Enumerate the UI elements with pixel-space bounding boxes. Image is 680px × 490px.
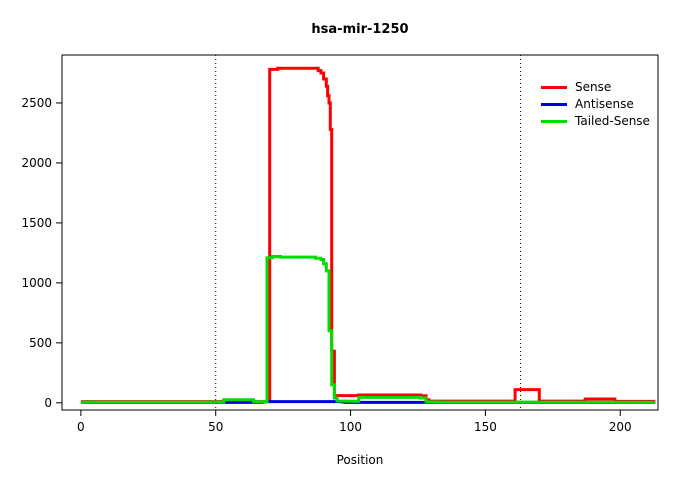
legend-line-tailed-sense (541, 120, 567, 123)
x-axis-label: Position (337, 453, 384, 467)
legend-line-antisense (541, 103, 567, 106)
svg-text:0: 0 (77, 420, 85, 434)
legend-item-sense: Sense (541, 79, 650, 96)
svg-text:200: 200 (609, 420, 632, 434)
svg-text:100: 100 (339, 420, 362, 434)
legend-label-tailed-sense: Tailed-Sense (575, 114, 650, 128)
svg-text:1000: 1000 (21, 276, 52, 290)
svg-text:2000: 2000 (21, 156, 52, 170)
svg-text:150: 150 (474, 420, 497, 434)
svg-text:50: 50 (208, 420, 223, 434)
legend-item-tailed-sense: Tailed-Sense (541, 113, 650, 130)
legend-item-antisense: Antisense (541, 96, 650, 113)
legend: Sense Antisense Tailed-Sense (541, 79, 650, 130)
legend-label-sense: Sense (575, 80, 612, 94)
svg-text:0: 0 (44, 396, 52, 410)
legend-label-antisense: Antisense (575, 97, 634, 111)
legend-line-sense (541, 86, 567, 89)
svg-text:1500: 1500 (21, 216, 52, 230)
chart-title: hsa-mir-1250 (311, 22, 408, 37)
svg-text:500: 500 (29, 336, 52, 350)
svg-text:2500: 2500 (21, 96, 52, 110)
